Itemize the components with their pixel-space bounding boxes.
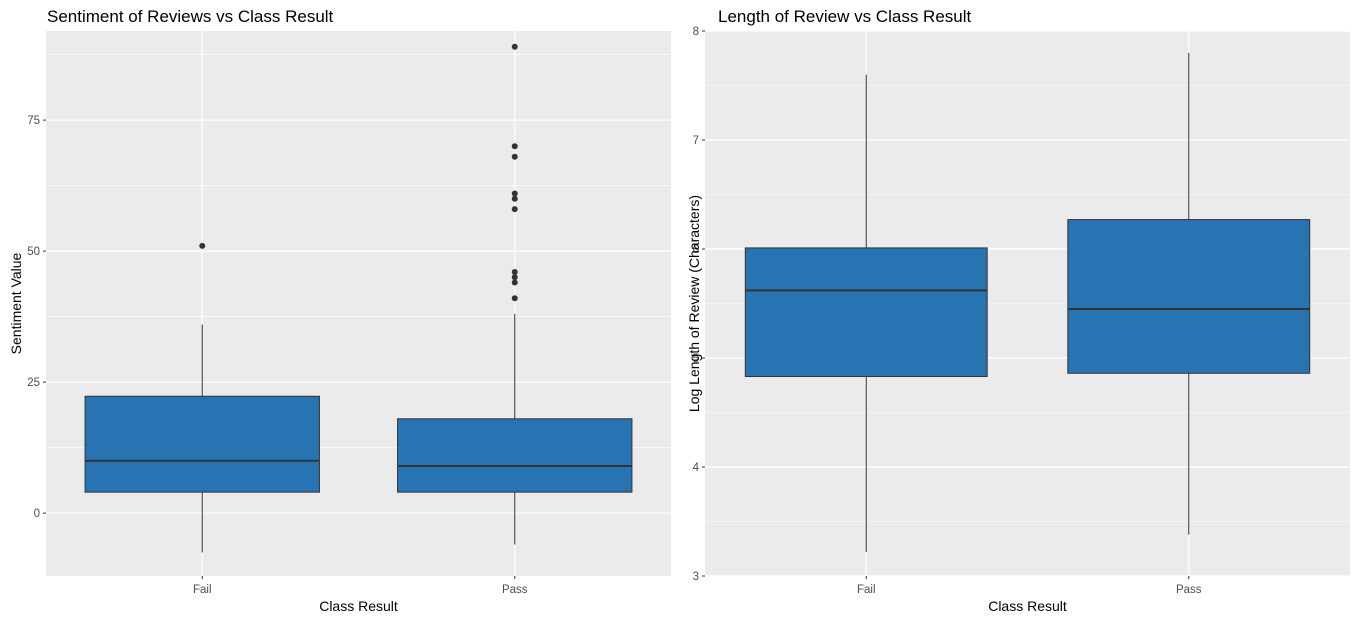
x-tick-label-pass: Pass xyxy=(1176,584,1202,596)
x-axis-title: Class Result xyxy=(988,598,1067,614)
outlier-point xyxy=(511,295,518,302)
y-tick-label: 7 xyxy=(693,135,699,147)
box-pass xyxy=(1067,52,1311,535)
y-tick-label: 5 xyxy=(693,353,699,365)
y-axis-title: Sentiment Value xyxy=(8,252,24,354)
x-axis-title: Class Result xyxy=(319,598,398,614)
y-tick-label: 25 xyxy=(27,377,40,389)
outlier-point xyxy=(511,153,518,160)
box-iqr xyxy=(1067,219,1311,374)
chart-panel-1: 0 25 50 75 Fail Pass Sentiment of Reviews vs C… xyxy=(8,7,671,614)
outlier-point xyxy=(511,195,518,202)
chart-panel-2: 3 4 5 6 7 8 Fail Pass Length of Review vs Class … xyxy=(686,7,1350,614)
x-tick-label-fail: Fail xyxy=(857,584,876,596)
box-pass xyxy=(397,43,633,545)
outlier-point xyxy=(511,279,518,286)
y-tick-label: 3 xyxy=(693,571,699,583)
y-tick-label: 8 xyxy=(693,26,699,38)
y-tick-label: 75 xyxy=(27,115,40,127)
y-tick-label: 0 xyxy=(34,508,40,520)
outlier-point xyxy=(199,242,206,249)
x-tick-label-pass: Pass xyxy=(502,584,528,596)
outlier-point xyxy=(511,43,518,50)
y-axis-title: Log Length of Review (Characters) xyxy=(686,195,702,412)
x-tick-label-fail: Fail xyxy=(193,584,212,596)
y-tick-label: 4 xyxy=(693,462,700,474)
box-fail xyxy=(84,242,320,553)
chart-title: Sentiment of Reviews vs Class Result xyxy=(47,7,334,26)
y-tick-label: 50 xyxy=(27,246,40,258)
box-iqr xyxy=(397,418,633,493)
box-iqr xyxy=(744,247,988,378)
y-tick-label: 6 xyxy=(693,244,699,256)
plot-background xyxy=(46,31,671,576)
chart-title: Length of Review vs Class Result xyxy=(718,7,972,26)
outlier-point xyxy=(511,143,518,150)
box-fail xyxy=(744,74,988,553)
outlier-point xyxy=(511,269,518,276)
outlier-point xyxy=(511,274,518,281)
outlier-point xyxy=(511,206,518,213)
box-iqr xyxy=(84,395,320,493)
outlier-point xyxy=(511,190,518,197)
